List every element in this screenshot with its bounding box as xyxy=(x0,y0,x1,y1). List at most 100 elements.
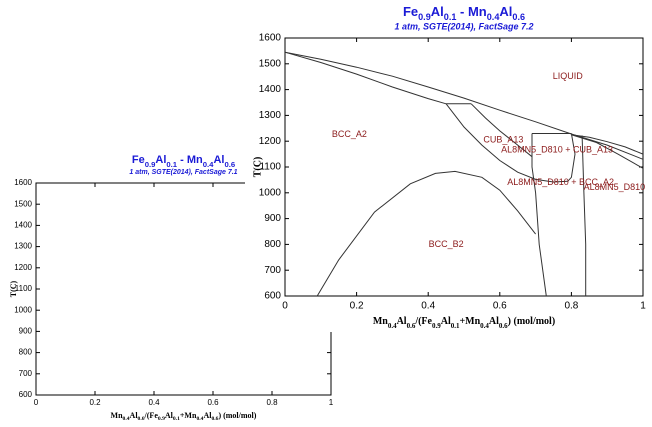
text-part: +Mn xyxy=(180,411,197,420)
text-part: 0.4 xyxy=(388,322,397,330)
y-tick-label: 700 xyxy=(19,369,33,378)
text-part: - Mn xyxy=(456,4,486,19)
phase-label: AL8MN5_D810 + BCC_A2 xyxy=(507,177,614,187)
chart-subtitle: 1 atm, SGTE(2014), FactSage 7.2 xyxy=(394,21,533,31)
y-axis-label: T(C) xyxy=(9,280,18,297)
text-part: Al xyxy=(431,4,444,19)
y-tick-label: 1100 xyxy=(259,162,281,173)
phase-boundary xyxy=(571,134,644,169)
x-tick-label: 0.6 xyxy=(207,398,219,407)
text-part: /(Fe xyxy=(144,411,159,420)
text-part: +Mn xyxy=(459,316,480,327)
text-part: 0.9 xyxy=(418,12,431,22)
text-part: ) (mol/mol) xyxy=(218,411,256,420)
text-part: Fe xyxy=(132,154,145,166)
text-part: Al xyxy=(489,316,499,327)
x-tick-label: 0.4 xyxy=(421,301,435,312)
y-tick-label: 1000 xyxy=(259,187,282,198)
text-part: 0.1 xyxy=(173,416,180,422)
x-tick-label: 0.2 xyxy=(350,301,364,312)
text-part: 0.6 xyxy=(224,160,235,169)
phase-boundary xyxy=(445,103,568,183)
text-part: Al xyxy=(397,316,407,327)
x-tick-label: 1 xyxy=(640,301,646,312)
x-tick-label: 0.8 xyxy=(564,301,578,312)
chart-title: Fe0.9Al0.1 - Mn0.4Al0.6 xyxy=(403,4,525,22)
phase-boundary xyxy=(284,51,644,160)
text-part: /(Fe xyxy=(414,316,432,327)
y-tick-label: 1400 xyxy=(14,221,32,230)
phase-label: CUB_A13 xyxy=(483,134,523,144)
x-tick-label: 0.4 xyxy=(148,398,160,407)
text-part: - Mn xyxy=(177,154,203,166)
text-part: Mn xyxy=(111,411,124,420)
text-part: Al xyxy=(165,411,174,420)
text-part: 0.4 xyxy=(123,416,130,422)
text-part: Mn xyxy=(373,316,388,327)
y-axis-label: T(C) xyxy=(252,157,263,178)
text-part: 0.6 xyxy=(407,322,416,330)
y-tick-label: 1500 xyxy=(259,58,282,69)
text-part: 0.9 xyxy=(432,322,441,330)
text-part: ) (mol/mol) xyxy=(508,316,556,327)
phase-boundary xyxy=(571,134,644,155)
y-tick-label: 700 xyxy=(264,265,281,276)
y-tick-label: 1600 xyxy=(259,33,282,44)
phase-boundary xyxy=(316,170,536,297)
phase-label: BCC_A2 xyxy=(332,129,367,139)
y-tick-label: 1600 xyxy=(14,178,32,187)
text-part: 0.4 xyxy=(487,12,501,22)
x-tick-label: 1 xyxy=(329,398,334,407)
text-part: 0.1 xyxy=(444,12,457,22)
text-part: Al xyxy=(203,411,212,420)
text-part: 0.9 xyxy=(145,160,156,169)
y-tick-label: 600 xyxy=(19,390,33,399)
x-tick-label: 0.8 xyxy=(266,398,278,407)
phase-boundary xyxy=(284,51,447,105)
chart-background xyxy=(245,0,652,332)
y-tick-label: 900 xyxy=(19,327,33,336)
phase-boundary xyxy=(531,133,547,297)
y-tick-label: 800 xyxy=(264,239,281,250)
text-part: Al xyxy=(130,411,139,420)
y-tick-label: 1400 xyxy=(259,84,282,95)
phase-label: BCC_B2 xyxy=(429,239,464,249)
text-part: Al xyxy=(441,316,451,327)
phase-label: AL8MN5_D810 xyxy=(584,182,646,192)
phase-label: LIQUID xyxy=(553,71,584,81)
y-tick-label: 1500 xyxy=(14,199,32,208)
y-tick-label: 900 xyxy=(264,213,281,224)
text-part: 0.4 xyxy=(480,322,489,330)
text-part: 0.9 xyxy=(158,416,165,422)
x-tick-label: 0.2 xyxy=(89,398,101,407)
text-part: Al xyxy=(499,4,512,19)
x-axis-label: Mn0.4Al0.6/(Fe0.9Al0.1+Mn0.4Al0.6) (mol/… xyxy=(373,316,555,329)
text-part: Al xyxy=(213,154,224,166)
phase-label: AL8MN5_D810 + CUB_A13 xyxy=(501,145,613,155)
y-tick-label: 1300 xyxy=(259,110,282,121)
text-part: 0.1 xyxy=(166,160,177,169)
x-tick-label: 0 xyxy=(282,301,288,312)
phase-boundary xyxy=(470,103,533,158)
text-part: Al xyxy=(155,154,166,166)
x-tick-label: 0 xyxy=(34,398,39,407)
text-part: 0.6 xyxy=(499,322,508,330)
text-part: 0.4 xyxy=(196,416,203,422)
text-part: 0.6 xyxy=(512,12,525,22)
text-part: 0.6 xyxy=(138,416,145,422)
chart-subtitle: 1 atm, SGTE(2014), FactSage 7.1 xyxy=(129,169,237,176)
chart-title: Fe0.9Al0.1 - Mn0.4Al0.6 xyxy=(132,154,235,169)
y-tick-label: 600 xyxy=(264,291,281,302)
text-part: 0.1 xyxy=(451,322,460,330)
phase-boundary xyxy=(567,133,576,182)
y-tick-label: 1300 xyxy=(14,242,32,251)
y-tick-label: 1000 xyxy=(14,305,32,314)
x-tick-label: 0.6 xyxy=(493,301,507,312)
phase-boundary xyxy=(581,135,587,296)
text-part: Fe xyxy=(403,4,418,19)
y-tick-label: 1200 xyxy=(14,263,32,272)
y-tick-label: 1200 xyxy=(259,136,282,147)
y-tick-label: 800 xyxy=(19,348,33,357)
